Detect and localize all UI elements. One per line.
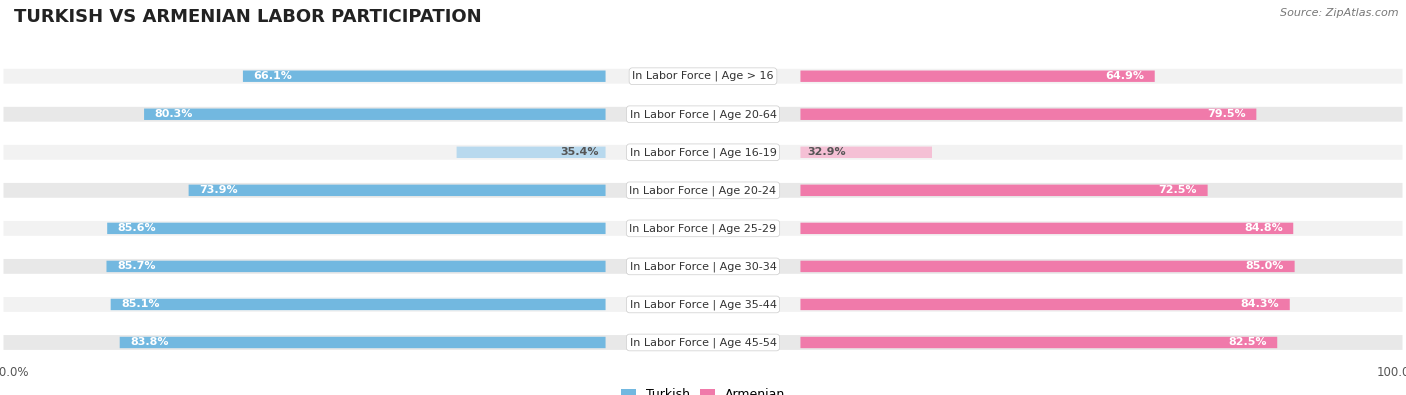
Legend: Turkish, Armenian: Turkish, Armenian [616, 384, 790, 395]
FancyBboxPatch shape [800, 223, 1294, 234]
Text: 32.9%: 32.9% [807, 147, 846, 157]
FancyBboxPatch shape [3, 297, 1403, 312]
FancyBboxPatch shape [3, 107, 1403, 122]
FancyBboxPatch shape [800, 337, 1277, 348]
FancyBboxPatch shape [143, 109, 606, 120]
Text: 66.1%: 66.1% [253, 71, 292, 81]
FancyBboxPatch shape [3, 259, 1403, 274]
Text: 85.0%: 85.0% [1246, 261, 1284, 271]
Text: 82.5%: 82.5% [1229, 337, 1267, 348]
FancyBboxPatch shape [3, 335, 1403, 350]
FancyBboxPatch shape [800, 299, 1289, 310]
FancyBboxPatch shape [800, 109, 1257, 120]
FancyBboxPatch shape [243, 71, 606, 82]
Text: In Labor Force | Age 35-44: In Labor Force | Age 35-44 [630, 299, 776, 310]
FancyBboxPatch shape [3, 69, 1403, 84]
Text: 84.3%: 84.3% [1240, 299, 1279, 309]
FancyBboxPatch shape [107, 261, 606, 272]
Text: In Labor Force | Age 25-29: In Labor Force | Age 25-29 [630, 223, 776, 233]
FancyBboxPatch shape [800, 261, 1295, 272]
FancyBboxPatch shape [120, 337, 606, 348]
Text: 80.3%: 80.3% [155, 109, 193, 119]
Text: In Labor Force | Age > 16: In Labor Force | Age > 16 [633, 71, 773, 81]
Text: 85.6%: 85.6% [118, 223, 156, 233]
Text: In Labor Force | Age 20-24: In Labor Force | Age 20-24 [630, 185, 776, 196]
Text: 85.7%: 85.7% [117, 261, 156, 271]
FancyBboxPatch shape [3, 221, 1403, 236]
Text: 84.8%: 84.8% [1244, 223, 1282, 233]
FancyBboxPatch shape [3, 183, 1403, 198]
Text: 79.5%: 79.5% [1208, 109, 1246, 119]
Text: 85.1%: 85.1% [121, 299, 160, 309]
Text: 35.4%: 35.4% [560, 147, 599, 157]
Text: In Labor Force | Age 30-34: In Labor Force | Age 30-34 [630, 261, 776, 272]
Text: 64.9%: 64.9% [1105, 71, 1144, 81]
Text: In Labor Force | Age 45-54: In Labor Force | Age 45-54 [630, 337, 776, 348]
Text: 83.8%: 83.8% [131, 337, 169, 348]
Text: 73.9%: 73.9% [200, 185, 238, 196]
FancyBboxPatch shape [111, 299, 606, 310]
FancyBboxPatch shape [107, 223, 606, 234]
Text: Source: ZipAtlas.com: Source: ZipAtlas.com [1281, 8, 1399, 18]
Text: TURKISH VS ARMENIAN LABOR PARTICIPATION: TURKISH VS ARMENIAN LABOR PARTICIPATION [14, 8, 482, 26]
Text: In Labor Force | Age 20-64: In Labor Force | Age 20-64 [630, 109, 776, 120]
FancyBboxPatch shape [800, 184, 1208, 196]
Text: In Labor Force | Age 16-19: In Labor Force | Age 16-19 [630, 147, 776, 158]
FancyBboxPatch shape [457, 147, 606, 158]
FancyBboxPatch shape [800, 71, 1154, 82]
Text: 72.5%: 72.5% [1159, 185, 1197, 196]
FancyBboxPatch shape [800, 147, 932, 158]
FancyBboxPatch shape [3, 145, 1403, 160]
FancyBboxPatch shape [188, 184, 606, 196]
